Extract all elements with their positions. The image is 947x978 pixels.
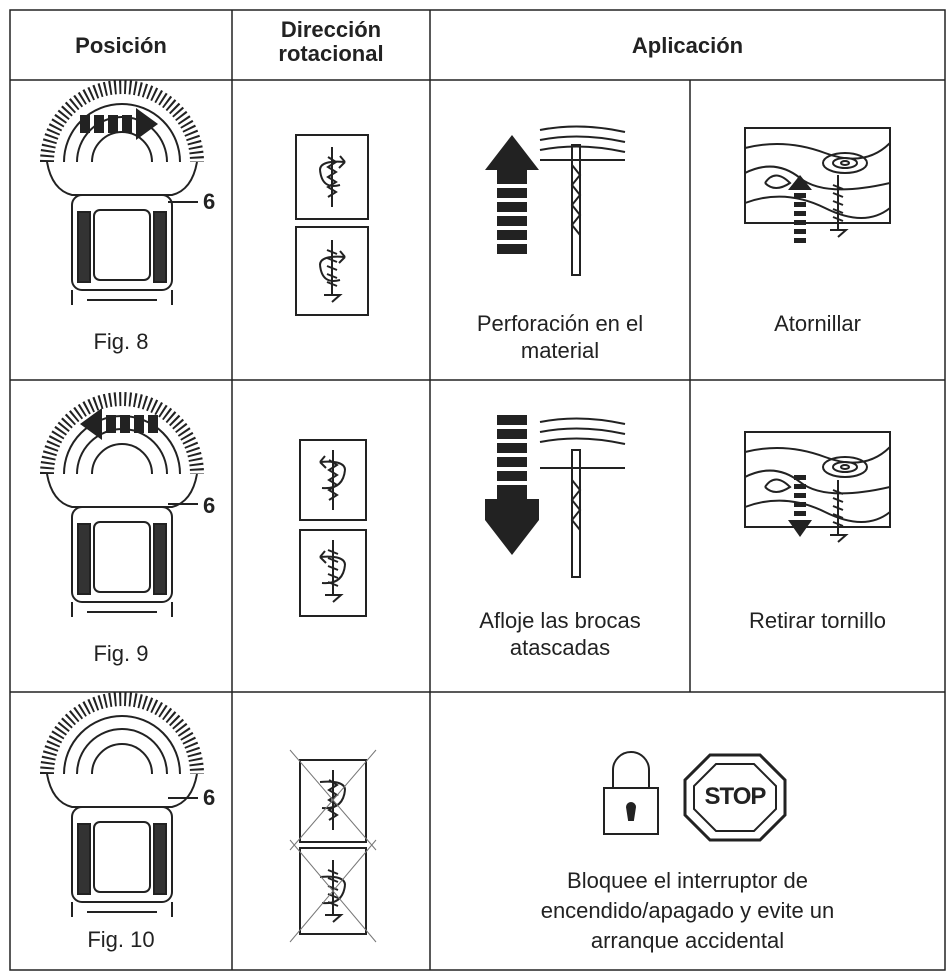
application-label: Atornillar bbox=[774, 311, 861, 336]
application-label: Afloje las brocas atascadas bbox=[479, 608, 641, 660]
header-cell: Posición bbox=[75, 33, 167, 58]
application-label: Perforación en el material bbox=[476, 311, 644, 363]
figure-label: Fig. 10 bbox=[87, 927, 155, 952]
application-label: Bloquee el interruptor de encendido/apag… bbox=[540, 868, 835, 953]
header-cell: Aplicación bbox=[631, 33, 744, 58]
application-label: Retirar tornillo bbox=[749, 608, 886, 633]
stop-sign-text: STOP bbox=[704, 783, 767, 810]
callout: 6 bbox=[203, 189, 216, 214]
figure-label: Fig. 9 bbox=[93, 641, 149, 666]
callout: 6 bbox=[203, 785, 216, 810]
figure-label: Fig. 8 bbox=[93, 329, 149, 354]
header-cell: Dirección rotacional bbox=[278, 17, 384, 66]
callout: 6 bbox=[203, 493, 216, 518]
